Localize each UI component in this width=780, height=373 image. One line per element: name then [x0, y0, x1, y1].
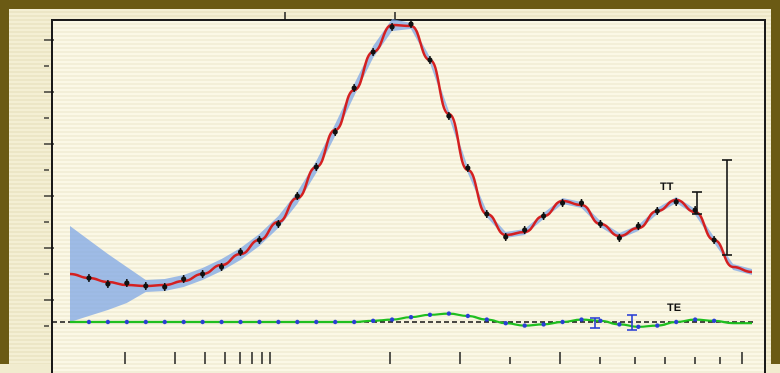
tt-data-point	[351, 85, 357, 91]
tt-data-point	[503, 234, 509, 240]
te-data-point	[351, 319, 357, 325]
tt-data-point	[105, 281, 111, 287]
te-data-point	[333, 319, 338, 325]
te-data-point	[503, 321, 508, 326]
te-data-points	[86, 311, 717, 329]
te-data-point	[105, 319, 111, 325]
te-data-point	[541, 322, 546, 327]
power-spectrum-chart: TT TE	[44, 12, 755, 364]
te-data-point	[238, 319, 243, 325]
te-data-point	[124, 319, 130, 325]
te-data-point	[314, 319, 319, 325]
te-data-point	[162, 319, 167, 325]
tt-series-label: TT	[660, 181, 674, 193]
te-data-point	[465, 313, 471, 319]
tt-uncertainty-band	[70, 19, 752, 322]
tt-data-point	[616, 235, 622, 241]
te-data-point	[181, 319, 186, 325]
tt-data-point	[181, 276, 187, 282]
tt-data-point	[313, 164, 319, 170]
tt-data-point	[200, 271, 206, 277]
tt-data-point	[654, 208, 660, 214]
axis-ticks	[44, 12, 743, 364]
plot-area	[51, 19, 766, 373]
tt-model-curve	[69, 23, 753, 288]
te-data-point	[219, 319, 224, 325]
te-data-point	[408, 315, 414, 320]
te-data-point	[370, 318, 376, 323]
tt-data-point	[294, 193, 300, 199]
tt-data-point	[597, 221, 604, 227]
te-data-point	[446, 311, 452, 316]
tt-data-point	[370, 49, 376, 55]
tt-data-point	[559, 200, 566, 206]
te-data-point	[655, 323, 660, 328]
tt-data-point	[446, 113, 452, 119]
te-series-label: TE	[667, 302, 681, 314]
tt-data-point	[541, 213, 547, 219]
tt-data-points	[86, 20, 717, 291]
tt-data-point	[389, 24, 395, 30]
te-data-point	[257, 319, 262, 325]
tt-data-point	[143, 283, 149, 289]
tt-data-point	[673, 199, 679, 205]
tt-data-point	[218, 264, 225, 270]
tt-data-point	[484, 211, 490, 217]
te-data-point	[143, 319, 148, 325]
te-data-point	[579, 317, 584, 322]
te-data-point	[522, 323, 527, 328]
te-data-point	[692, 317, 698, 322]
te-data-point	[276, 319, 281, 325]
tt-data-point	[408, 21, 414, 27]
te-data-point	[484, 317, 489, 322]
tt-data-point	[256, 237, 263, 243]
tt-data-point	[237, 249, 244, 255]
tt-data-point	[578, 200, 585, 206]
te-data-point	[711, 318, 717, 323]
tt-data-point	[427, 57, 433, 63]
te-data-point	[617, 322, 622, 327]
tt-data-point	[522, 227, 528, 233]
error-bars	[590, 159, 732, 331]
tt-data-point	[465, 165, 471, 171]
te-data-point	[86, 319, 92, 325]
tt-data-point	[275, 221, 281, 227]
te-data-point	[674, 319, 679, 325]
tt-data-point	[332, 129, 338, 135]
tt-data-point	[162, 284, 168, 290]
te-data-point	[427, 312, 433, 317]
tt-data-point	[711, 237, 717, 243]
te-data-point	[598, 318, 603, 323]
te-data-point	[389, 317, 395, 322]
te-data-point	[636, 324, 641, 329]
te-data-point	[295, 319, 300, 325]
te-data-point	[200, 319, 205, 325]
tt-data-point	[124, 280, 130, 286]
tt-data-point	[86, 275, 92, 281]
tt-data-point	[635, 223, 641, 229]
te-data-point	[560, 319, 565, 325]
